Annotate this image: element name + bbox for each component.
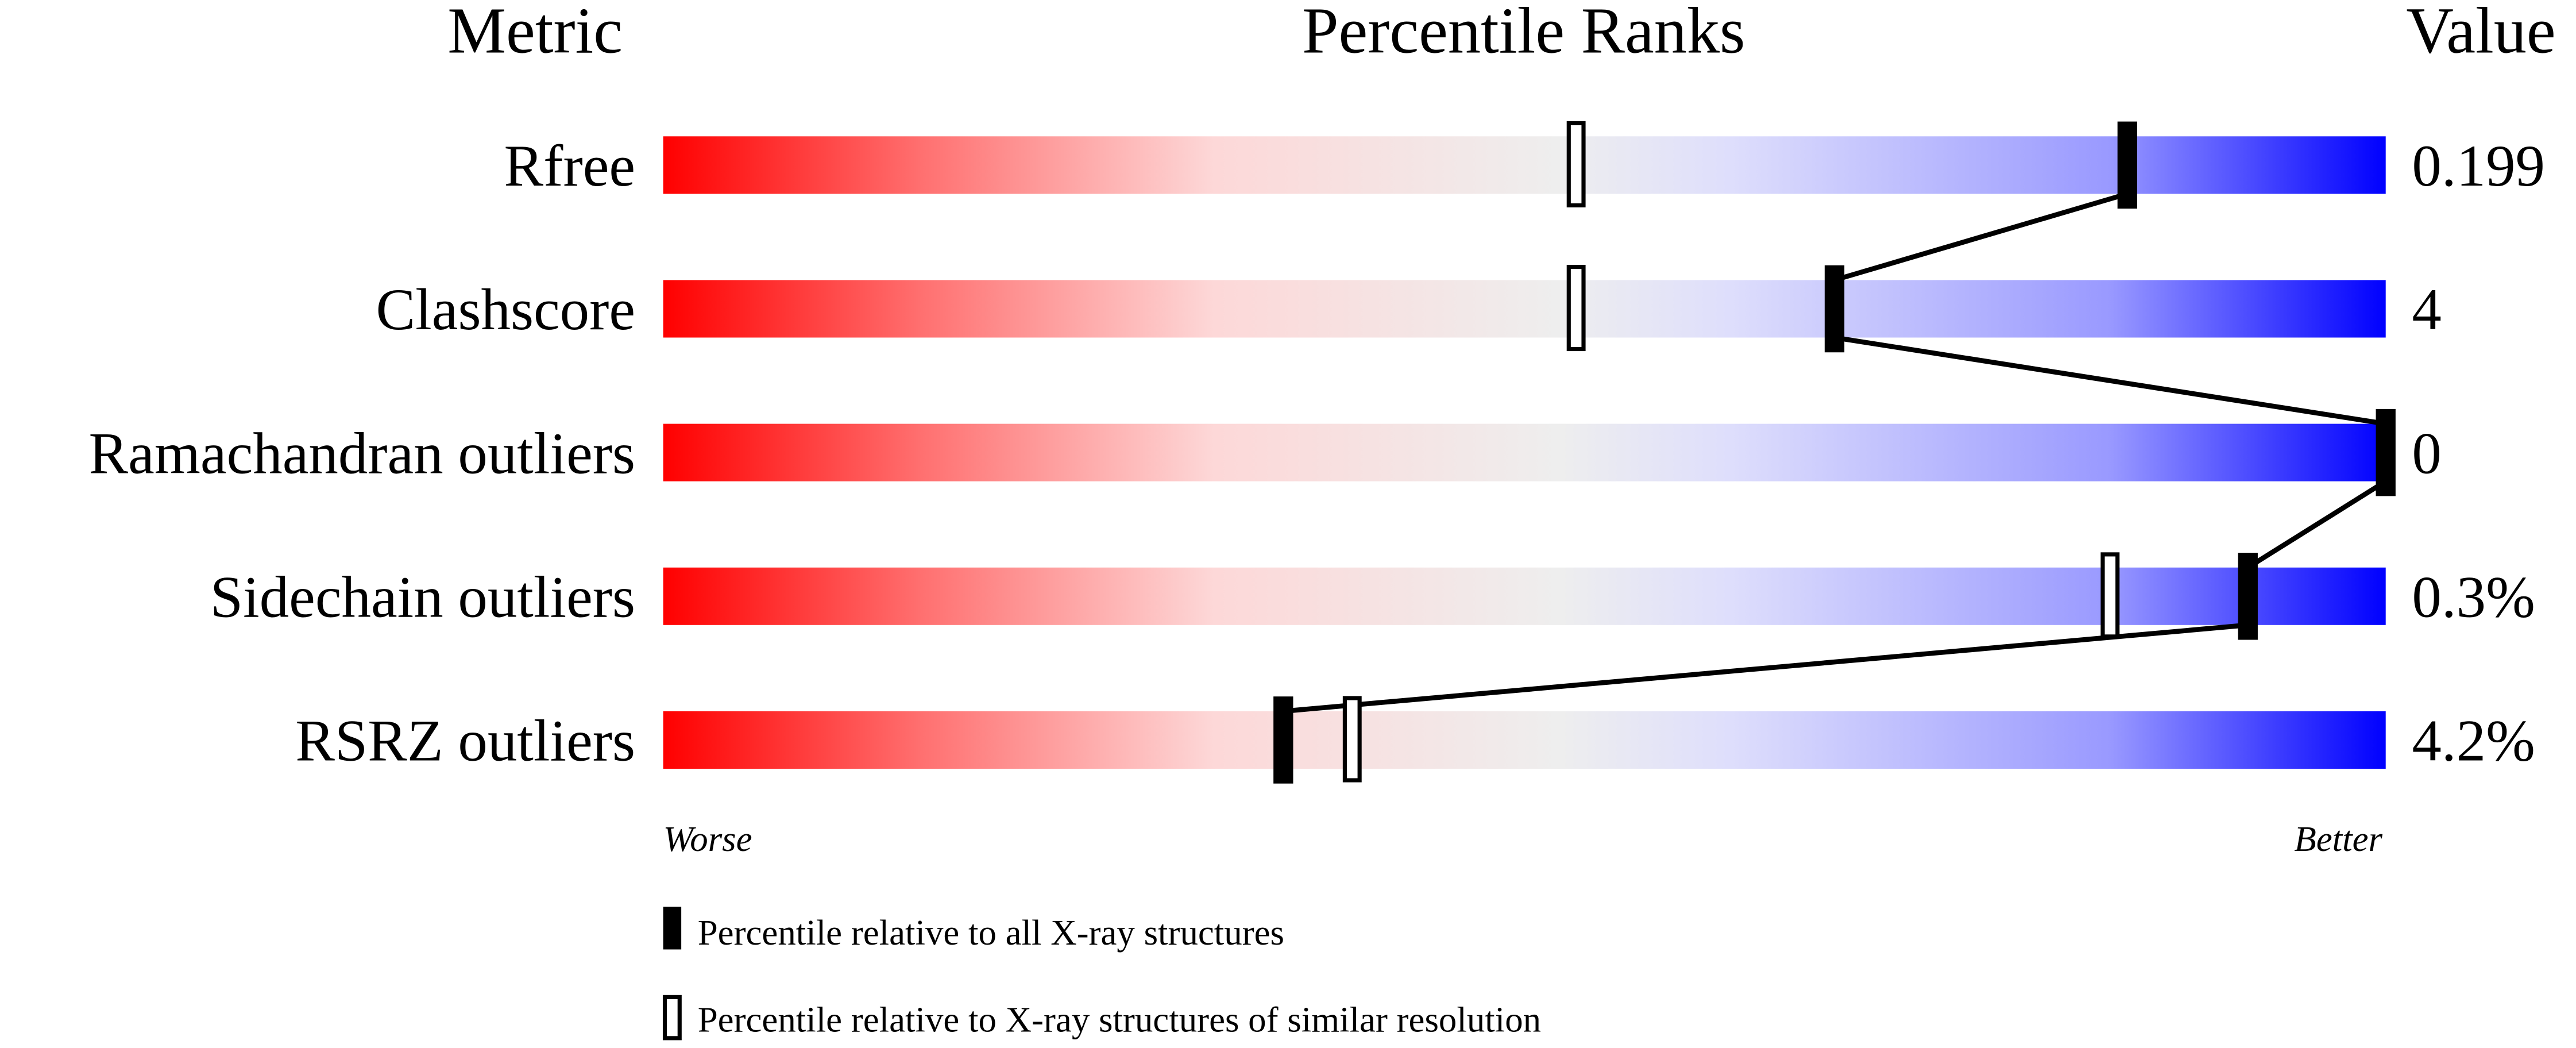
metric-label: Ramachandran outliers — [89, 421, 636, 486]
metric-value: 0 — [2412, 421, 2441, 486]
all-structures-marker — [2238, 553, 2258, 640]
similar-resolution-marker — [1566, 265, 1586, 352]
percentile-bar — [663, 280, 2386, 338]
header-value: Value — [2406, 0, 2555, 67]
connector-line — [2246, 479, 2387, 570]
metric-value: 0.199 — [2412, 133, 2545, 199]
worse-label: Worse — [663, 819, 752, 859]
similar-resolution-marker — [1566, 121, 1586, 207]
metric-label: RSRZ outliers — [295, 708, 635, 774]
metric-label: Rfree — [504, 133, 636, 199]
metric-label: Sidechain outliers — [210, 565, 635, 630]
all-structures-marker — [2117, 121, 2137, 209]
similar-resolution-marker — [1342, 696, 1362, 783]
connector-line — [1283, 622, 2249, 714]
header-metric: Metric — [447, 0, 623, 67]
percentile-bar — [663, 567, 2386, 625]
better-label: Better — [2294, 819, 2382, 859]
legend-similar-label: Percentile relative to X-ray structures … — [698, 999, 1541, 1039]
metric-value: 0.3% — [2412, 565, 2535, 630]
connector-line — [1833, 191, 2129, 283]
percentile-bar — [663, 423, 2386, 481]
legend-open-marker — [662, 995, 682, 1041]
legend-all-label: Percentile relative to all X-ray structu… — [698, 912, 1284, 953]
all-structures-marker — [2376, 409, 2396, 496]
legend-filled-marker — [663, 907, 682, 950]
header-percentile-ranks: Percentile Ranks — [1302, 0, 1745, 67]
metric-label: Clashscore — [376, 277, 636, 342]
all-structures-marker — [1824, 265, 1845, 353]
metric-value: 4.2% — [2412, 708, 2535, 774]
similar-resolution-marker — [2100, 552, 2120, 639]
all-structures-marker — [1273, 696, 1293, 784]
connector-line — [1834, 335, 2386, 426]
percentile-bar — [663, 711, 2386, 769]
metric-value: 4 — [2412, 277, 2441, 342]
percentile-bar — [663, 136, 2386, 194]
